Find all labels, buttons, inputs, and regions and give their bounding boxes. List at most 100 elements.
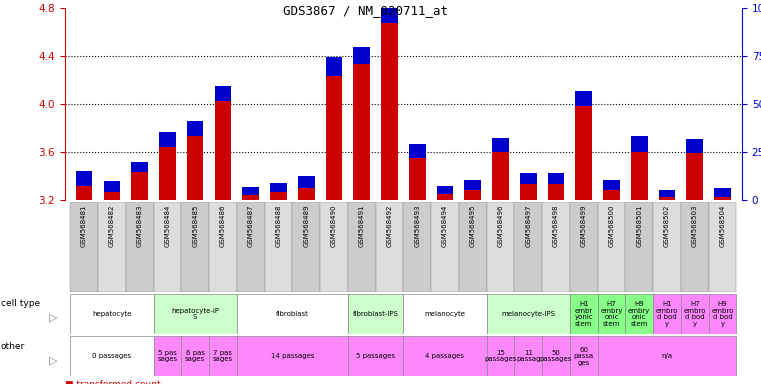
Bar bbox=[437, 194, 454, 200]
Bar bbox=[492, 152, 509, 200]
Text: GSM568491: GSM568491 bbox=[358, 204, 365, 247]
Bar bbox=[132, 162, 148, 172]
Text: cell type: cell type bbox=[1, 300, 40, 308]
Text: 4 passages: 4 passages bbox=[425, 353, 464, 359]
Bar bbox=[686, 153, 703, 200]
Bar bbox=[76, 171, 92, 187]
Text: n/a: n/a bbox=[661, 353, 673, 359]
Bar bbox=[353, 64, 370, 200]
Text: 15
passages: 15 passages bbox=[484, 350, 517, 362]
Bar bbox=[542, 336, 570, 376]
Bar bbox=[686, 139, 703, 153]
Bar bbox=[348, 294, 403, 334]
Text: GSM568484: GSM568484 bbox=[164, 204, 170, 247]
Bar bbox=[270, 192, 287, 200]
Text: ■ transformed count: ■ transformed count bbox=[65, 380, 161, 384]
Bar bbox=[409, 144, 425, 158]
Bar bbox=[681, 294, 708, 334]
Bar bbox=[653, 294, 681, 334]
Text: fibroblast: fibroblast bbox=[275, 311, 309, 317]
Bar bbox=[575, 106, 592, 200]
Text: melanocyte-IPS: melanocyte-IPS bbox=[501, 311, 556, 317]
Text: H9
embry
onic
stem: H9 embry onic stem bbox=[628, 301, 651, 327]
Bar bbox=[237, 294, 348, 334]
Bar bbox=[492, 138, 509, 152]
Bar bbox=[403, 336, 486, 376]
Bar bbox=[159, 147, 176, 200]
Bar bbox=[520, 172, 537, 184]
Text: fibroblast-IPS: fibroblast-IPS bbox=[352, 311, 399, 317]
Bar bbox=[186, 136, 203, 200]
Text: 11
passag: 11 passag bbox=[516, 350, 540, 362]
Bar bbox=[603, 190, 620, 200]
Bar bbox=[486, 294, 570, 334]
Bar bbox=[376, 202, 403, 292]
Text: GSM568494: GSM568494 bbox=[442, 204, 448, 247]
Bar bbox=[653, 202, 681, 292]
Text: GSM568500: GSM568500 bbox=[609, 204, 615, 247]
Text: H7
embro
d bod
y: H7 embro d bod y bbox=[683, 301, 706, 327]
Bar bbox=[542, 202, 570, 292]
Text: 5 pas
sages: 5 pas sages bbox=[158, 350, 177, 362]
Bar bbox=[597, 336, 737, 376]
Bar bbox=[237, 202, 265, 292]
Bar bbox=[154, 294, 237, 334]
Text: GSM568483: GSM568483 bbox=[137, 204, 142, 247]
Text: 6 pas
sages: 6 pas sages bbox=[185, 350, 205, 362]
Bar bbox=[431, 202, 459, 292]
Bar bbox=[631, 136, 648, 152]
Text: GSM568501: GSM568501 bbox=[636, 204, 642, 247]
Text: 7 pas
sages: 7 pas sages bbox=[213, 350, 233, 362]
Bar bbox=[298, 176, 314, 188]
Bar bbox=[209, 336, 237, 376]
Bar bbox=[215, 101, 231, 200]
Text: H9
embro
d bod
y: H9 embro d bod y bbox=[712, 301, 734, 327]
Bar bbox=[575, 91, 592, 106]
Text: 14 passages: 14 passages bbox=[271, 353, 314, 359]
Bar bbox=[708, 202, 737, 292]
Text: GSM568486: GSM568486 bbox=[220, 204, 226, 247]
Bar bbox=[514, 336, 542, 376]
Text: hepatocyte-iP
S: hepatocyte-iP S bbox=[171, 308, 219, 320]
Bar bbox=[464, 180, 481, 190]
Bar bbox=[486, 202, 514, 292]
Text: ▷: ▷ bbox=[49, 355, 57, 365]
Bar bbox=[570, 336, 597, 376]
Bar bbox=[409, 158, 425, 200]
Text: GDS3867 / NM_020711_at: GDS3867 / NM_020711_at bbox=[283, 4, 447, 17]
Bar bbox=[520, 184, 537, 200]
Text: GSM568503: GSM568503 bbox=[692, 204, 698, 247]
Bar bbox=[715, 188, 731, 197]
Bar bbox=[548, 184, 565, 200]
Bar bbox=[403, 202, 431, 292]
Text: other: other bbox=[1, 342, 25, 351]
Bar bbox=[514, 202, 542, 292]
Bar bbox=[298, 188, 314, 200]
Bar bbox=[209, 202, 237, 292]
Text: 0 passages: 0 passages bbox=[92, 353, 132, 359]
Bar bbox=[326, 57, 342, 76]
Bar bbox=[348, 202, 376, 292]
Bar bbox=[570, 202, 597, 292]
Text: 60
passa
ges: 60 passa ges bbox=[574, 347, 594, 366]
Text: 5 passages: 5 passages bbox=[356, 353, 395, 359]
Bar bbox=[597, 202, 626, 292]
Bar bbox=[348, 336, 403, 376]
Bar bbox=[132, 172, 148, 200]
Text: GSM568492: GSM568492 bbox=[387, 204, 393, 247]
Bar bbox=[403, 294, 486, 334]
Bar bbox=[631, 152, 648, 200]
Text: H1
embro
d bod
y: H1 embro d bod y bbox=[656, 301, 678, 327]
Text: GSM568498: GSM568498 bbox=[553, 204, 559, 247]
Bar bbox=[353, 47, 370, 64]
Text: GSM568496: GSM568496 bbox=[498, 204, 504, 247]
Text: GSM568488: GSM568488 bbox=[275, 204, 282, 247]
Bar bbox=[597, 294, 626, 334]
Bar bbox=[292, 202, 320, 292]
Bar bbox=[626, 294, 653, 334]
Bar bbox=[603, 180, 620, 190]
Text: GSM568487: GSM568487 bbox=[247, 204, 253, 247]
Text: GSM568497: GSM568497 bbox=[525, 204, 531, 247]
Bar bbox=[70, 336, 154, 376]
Bar bbox=[437, 186, 454, 194]
